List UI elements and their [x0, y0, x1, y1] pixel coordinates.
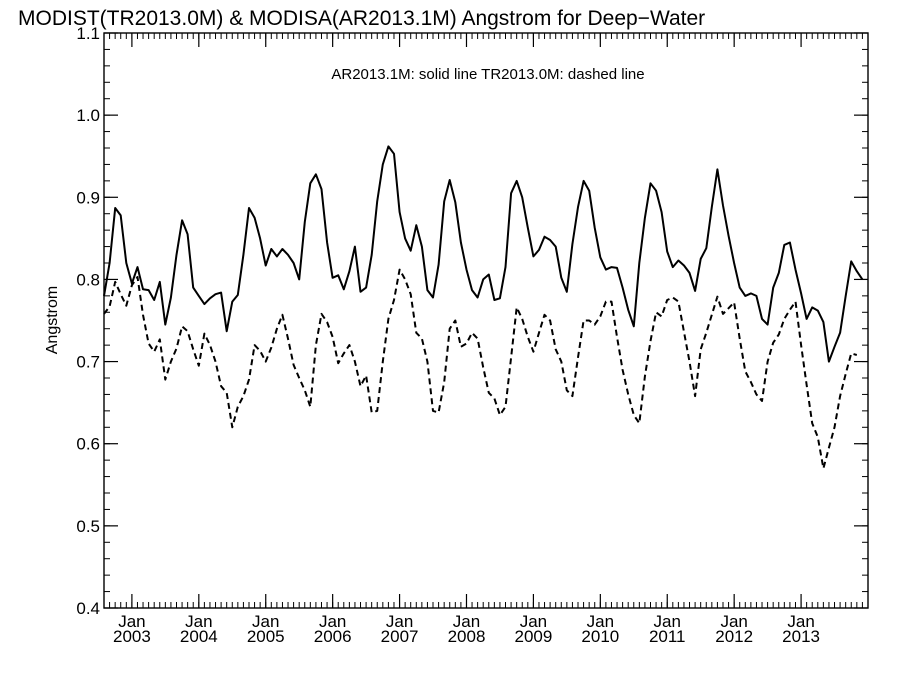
x-tick-month-label: Jan: [118, 612, 145, 631]
line-style-annotation: AR2013.1M: solid line TR2013.0M: dashed …: [331, 66, 644, 83]
x-tick-month-label: Jan: [654, 612, 681, 631]
x-tick-month-label: Jan: [520, 612, 547, 631]
x-tick-year-label: 2012: [715, 627, 753, 646]
x-tick-year-label: 2003: [113, 627, 151, 646]
x-tick-month-label: Jan: [185, 612, 212, 631]
y-tick-label: 0.6: [76, 435, 100, 454]
x-tick-month-label: Jan: [587, 612, 614, 631]
x-tick-year-label: 2005: [247, 627, 285, 646]
x-tick-month-label: Jan: [453, 612, 480, 631]
x-tick-year-label: 2007: [381, 627, 419, 646]
x-tick-year-label: 2011: [649, 627, 686, 646]
x-tick-year-label: 2009: [514, 627, 552, 646]
x-tick-year-label: 2006: [314, 627, 352, 646]
x-tick-month-label: Jan: [720, 612, 747, 631]
y-tick-label: 0.7: [76, 353, 100, 372]
data-series: [103, 145, 864, 470]
dashed-series-line: [103, 268, 858, 470]
x-tick-month-label: Jan: [386, 612, 413, 631]
y-axis-label: Angstrom: [44, 286, 61, 354]
y-tick-label: 1.0: [76, 106, 100, 125]
y-tick-label: 0.8: [76, 270, 100, 289]
x-tick-month-label: Jan: [787, 612, 814, 631]
x-tick-year-label: 2013: [782, 627, 820, 646]
x-tick-year-label: 2004: [180, 627, 218, 646]
x-tick-year-label: 2008: [448, 627, 486, 646]
chart-title: MODIST(TR2013.0M) & MODISA(AR2013.1M) An…: [18, 7, 705, 30]
axes-ticks: 0.40.50.60.70.80.91.01.1Jan2003Jan2004Ja…: [76, 24, 869, 646]
x-tick-month-label: Jan: [252, 612, 279, 631]
x-tick-month-label: Jan: [319, 612, 346, 631]
y-tick-label: 0.4: [76, 599, 100, 618]
plot-frame: [103, 32, 869, 609]
y-tick-label: 0.5: [76, 517, 100, 536]
y-tick-label: 0.9: [76, 188, 100, 207]
y-tick-label: 1.1: [76, 24, 100, 43]
solid-series-line: [103, 145, 864, 363]
x-tick-year-label: 2010: [581, 627, 619, 646]
